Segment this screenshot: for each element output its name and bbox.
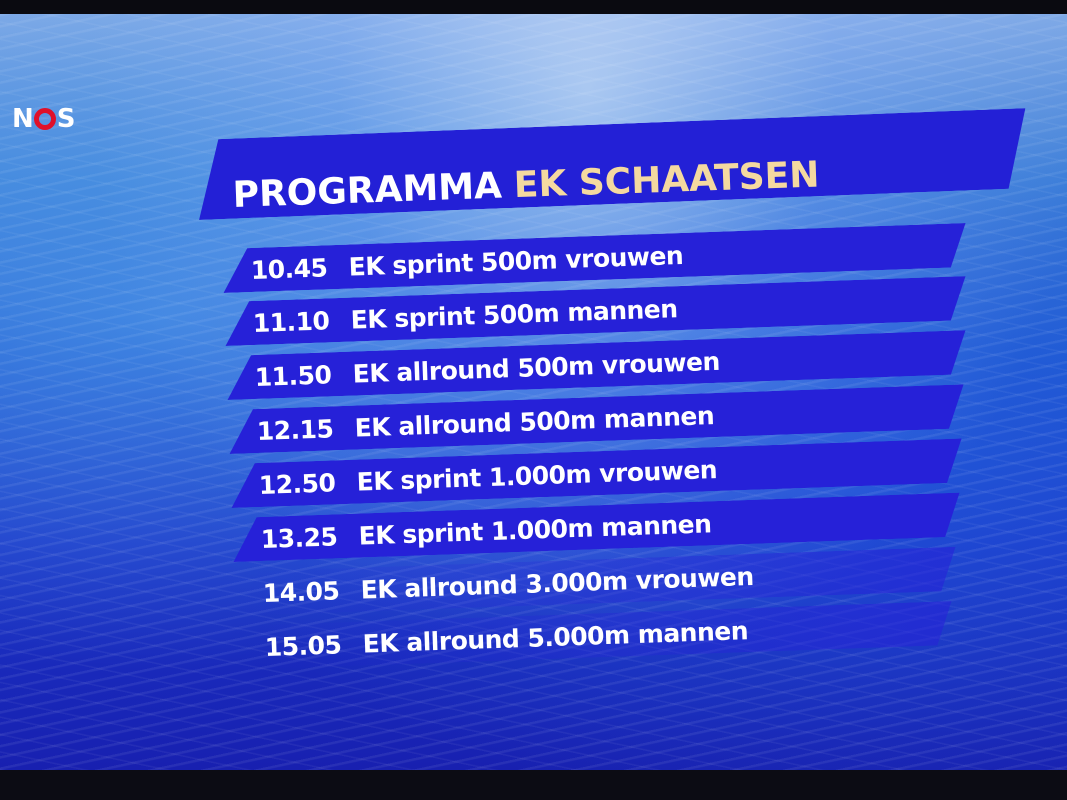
row-time: 14.05 [262,576,340,609]
row-time: 10.45 [250,253,328,286]
row-time: 12.15 [256,414,334,447]
row-time: 15.05 [264,630,342,663]
nos-logo: N S [12,104,75,134]
logo-letter-n: N [12,104,34,134]
row-time: 11.50 [254,360,332,393]
row-time: 13.25 [260,522,338,555]
row-time: 11.10 [252,306,330,339]
row-time: 12.50 [258,468,336,501]
tv-bezel [0,770,1067,800]
logo-letter-s: S [56,104,76,134]
logo-ring-icon [33,108,56,130]
